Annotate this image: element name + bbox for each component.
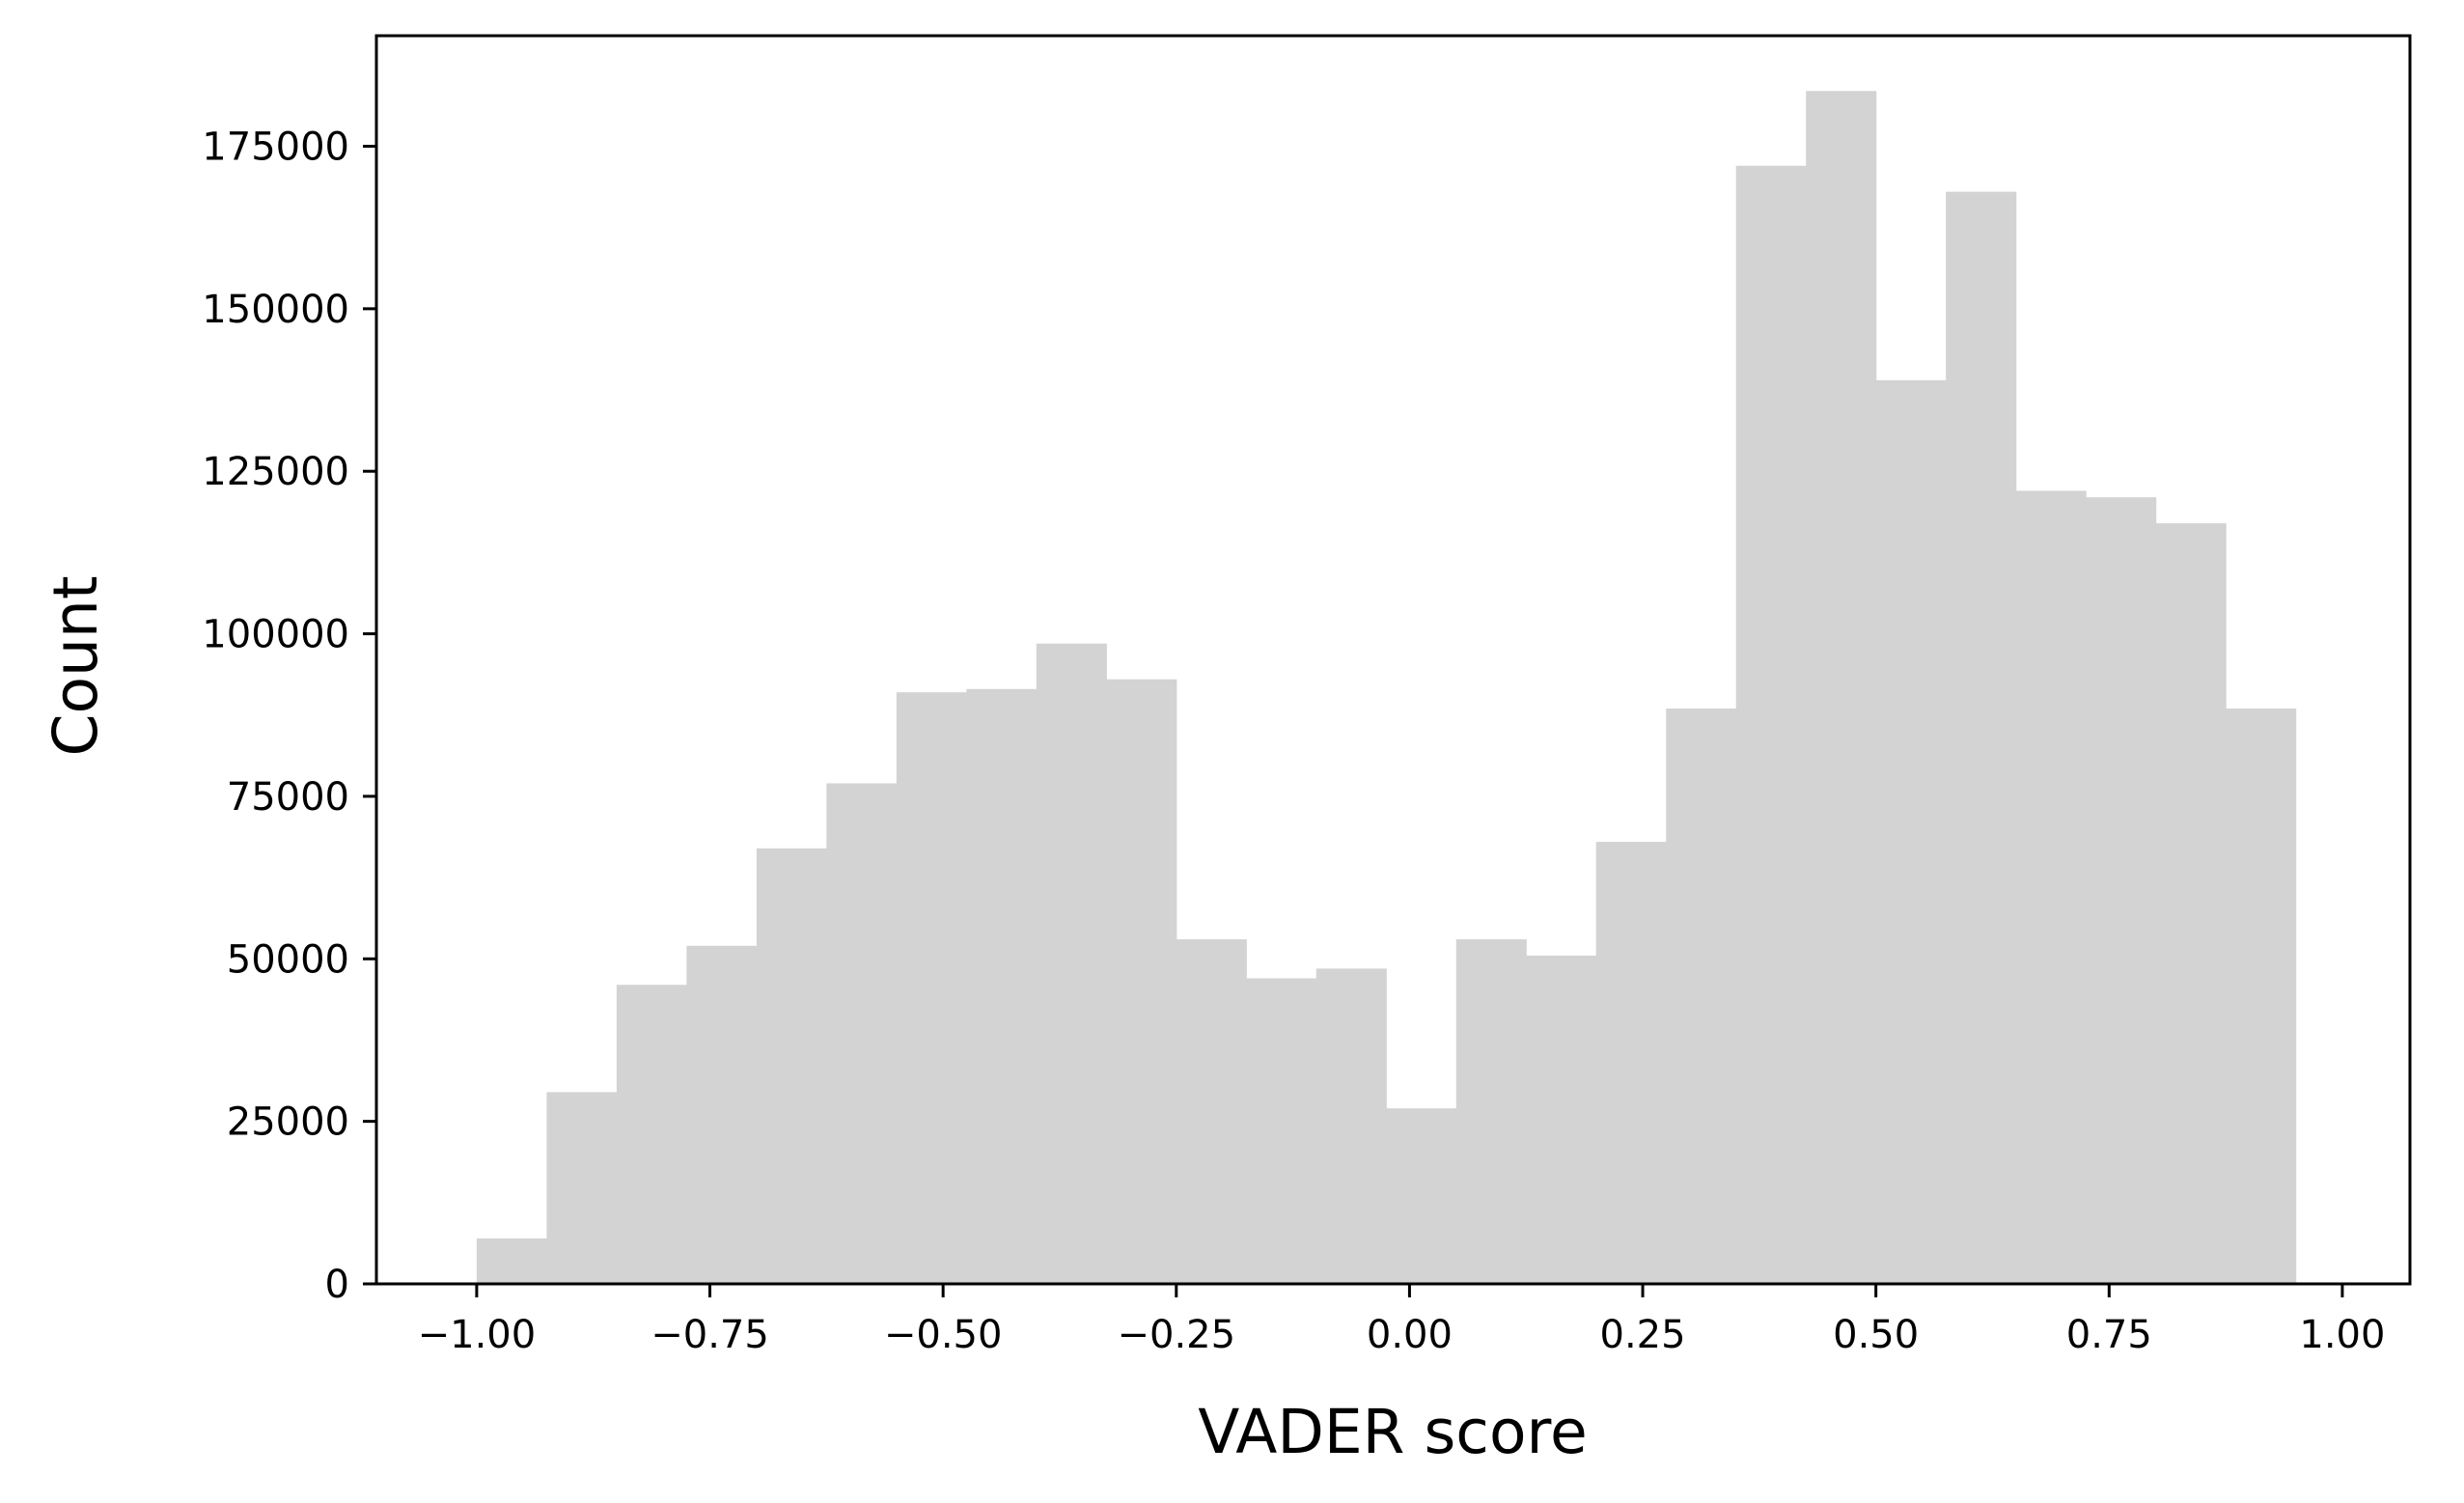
histogram-bar (686, 945, 758, 1284)
histogram-bar (1315, 968, 1387, 1284)
histogram-bar (1036, 643, 1107, 1284)
x-tick-label: 0.00 (1367, 1313, 1453, 1357)
histogram-bar (1946, 191, 2017, 1284)
y-axis-ticks: 0 25000 50000 75000 100000 125000 150000 175000 (202, 125, 376, 1307)
histogram-bar (1595, 842, 1667, 1284)
histogram-bar (1386, 1108, 1457, 1284)
y-tick-label: 150000 (202, 288, 349, 332)
histogram-bar (1455, 939, 1527, 1284)
histogram-bar (1735, 165, 1807, 1284)
histogram-bar (2086, 497, 2157, 1284)
histogram-bars (476, 91, 2297, 1284)
y-axis-title: Count (41, 575, 111, 756)
histogram-bar (616, 985, 687, 1284)
plot-frame (374, 34, 2412, 1286)
x-axis-ticks: −1.00 −0.75 −0.50 −0.25 0.00 0.25 0.50 0.75 1.00 (418, 1284, 2385, 1357)
histogram-bar (476, 1238, 547, 1284)
x-tick-label: −0.75 (651, 1313, 769, 1357)
histogram-bar (966, 688, 1038, 1284)
histogram-bar (826, 783, 898, 1284)
y-tick-label: 50000 (227, 937, 349, 982)
histogram-bar (2226, 709, 2297, 1284)
histogram-bar (2015, 490, 2087, 1284)
x-tick-label: 0.75 (2066, 1313, 2152, 1357)
y-tick-label: 75000 (227, 775, 349, 820)
histogram-bar (546, 1092, 618, 1284)
x-tick-label: −0.25 (1117, 1313, 1235, 1357)
histogram-bar (896, 692, 967, 1284)
y-tick-label: 100000 (202, 613, 349, 657)
histogram-bar (2155, 523, 2227, 1284)
y-tick-label: 0 (325, 1263, 349, 1307)
y-tick-label: 125000 (202, 450, 349, 494)
histogram-bar (1666, 709, 1737, 1284)
x-tick-label: 0.25 (1600, 1313, 1686, 1357)
histogram-bar (1875, 379, 1947, 1284)
x-tick-label: 1.00 (2299, 1313, 2385, 1357)
y-tick-label: 175000 (202, 125, 349, 169)
histogram-bar (1176, 939, 1247, 1284)
histogram-bar (1246, 978, 1317, 1284)
x-tick-label: −0.50 (884, 1313, 1003, 1357)
x-tick-label: −1.00 (418, 1313, 537, 1357)
y-tick-label: 25000 (227, 1100, 349, 1145)
histogram-bar (1806, 91, 1877, 1284)
histogram-bar (1106, 679, 1177, 1284)
histogram-bar (756, 848, 827, 1284)
x-tick-label: 0.50 (1833, 1313, 1919, 1357)
x-axis-title: VADER score (1198, 1397, 1588, 1467)
histogram-bar (1526, 955, 1597, 1284)
